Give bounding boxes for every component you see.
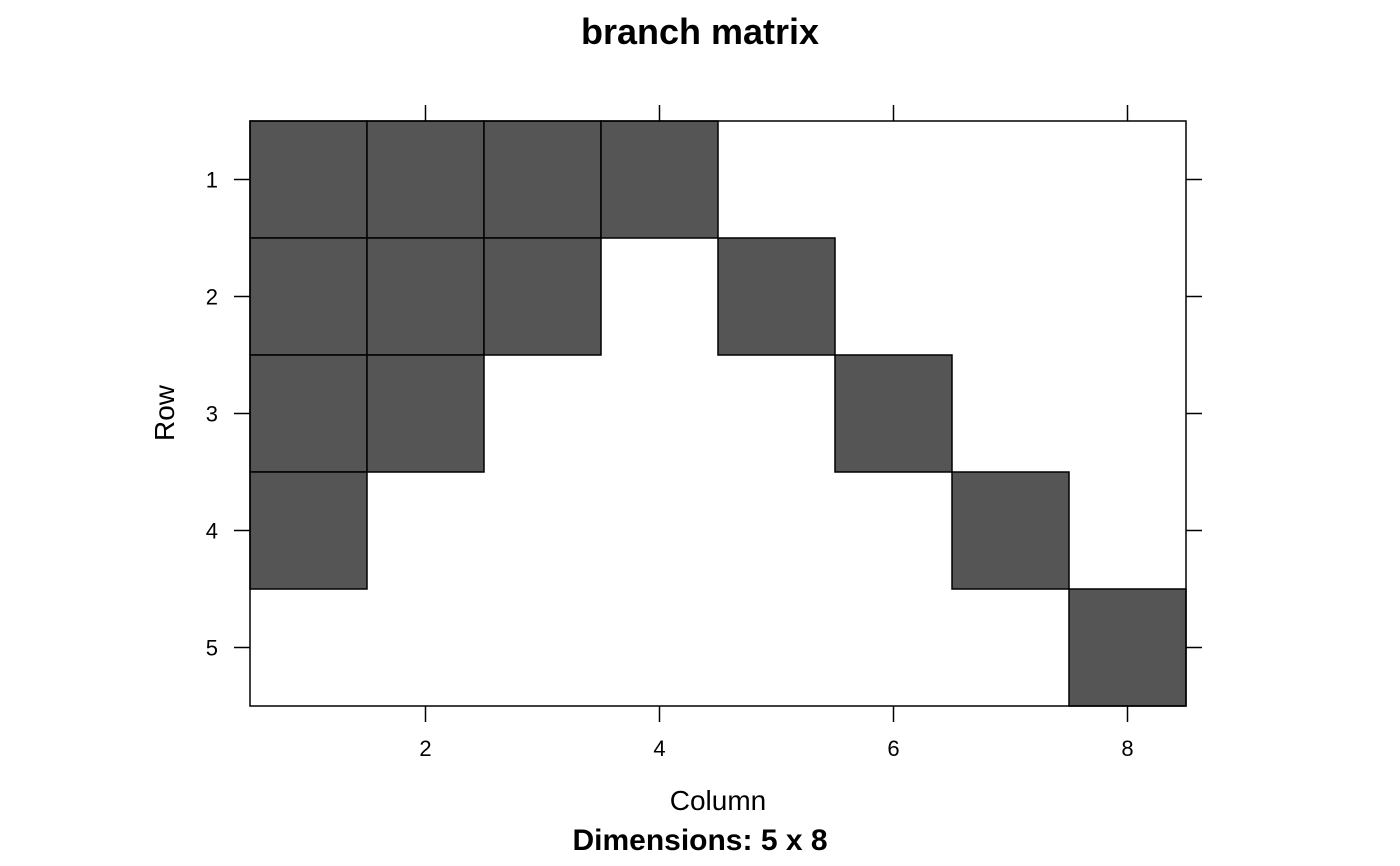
y-axis-label: Row [149, 384, 180, 441]
matrix-cell-r2-c5 [717, 237, 836, 356]
x-tick-label-4: 4 [653, 736, 665, 761]
matrix-cell-r2-c1 [249, 237, 368, 356]
ticks-group: 2 4 6 8 1 2 3 4 5 [206, 105, 1202, 761]
y-tick-label-2: 2 [206, 285, 218, 310]
y-tick-label-5: 5 [206, 636, 218, 661]
matrix-cell-r4-c7 [951, 471, 1070, 590]
cells-group [249, 120, 1187, 707]
x-axis-label: Column [670, 785, 766, 816]
y-tick-label-3: 3 [206, 402, 218, 427]
matrix-cell-r1-c4 [600, 120, 719, 239]
matrix-cell-r2-c3 [483, 237, 602, 356]
matrix-cell-r1-c1 [249, 120, 368, 239]
chart-subtitle: Dimensions: 5 x 8 [572, 824, 827, 857]
x-tick-label-2: 2 [419, 736, 431, 761]
matrix-cell-r3-c1 [249, 354, 368, 473]
matrix-cell-r3-c2 [366, 354, 485, 473]
x-tick-label-6: 6 [887, 736, 899, 761]
y-tick-label-1: 1 [206, 168, 218, 193]
chart-title: branch matrix [581, 11, 819, 52]
matrix-cell-r3-c6 [834, 354, 953, 473]
matrix-cell-r4-c1 [249, 471, 368, 590]
y-tick-label-4: 4 [206, 519, 218, 544]
matrix-cell-r1-c2 [366, 120, 485, 239]
matrix-cell-r1-c3 [483, 120, 602, 239]
matrix-cell-r5-c8 [1068, 588, 1187, 707]
x-tick-label-8: 8 [1121, 736, 1133, 761]
matrix-cell-r2-c2 [366, 237, 485, 356]
